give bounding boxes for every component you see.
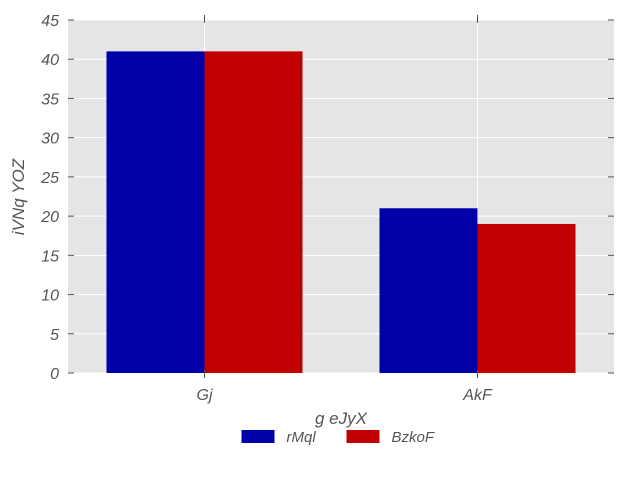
y-tick-label: 15: [41, 248, 59, 265]
x-tick-labels: Gj AkF: [197, 387, 493, 404]
axis-ticks: [68, 15, 614, 378]
y-axis-title: iVNq YOZ: [9, 158, 28, 235]
legend-swatch: [241, 430, 275, 443]
y-tick-label: 0: [50, 366, 59, 383]
legend-swatch: [346, 430, 380, 443]
bar: [204, 51, 303, 373]
y-tick-label: 30: [41, 131, 59, 148]
x-axis-title: g eJyX: [315, 409, 368, 428]
bar: [106, 51, 205, 373]
bars: [106, 51, 576, 373]
legend-label: rMql: [287, 429, 317, 446]
legend: rMql BzkoF: [241, 429, 435, 446]
y-tick-label: 40: [41, 52, 59, 69]
y-tick-label: 10: [41, 288, 59, 305]
y-tick-label: 25: [40, 170, 59, 187]
y-tick-labels: 0 5 10 15 20 25 30 35 40 45: [40, 13, 59, 383]
y-tick-label: 35: [41, 91, 59, 108]
y-tick-label: 5: [50, 327, 59, 344]
x-tick-label: AkF: [462, 387, 493, 404]
legend-label: BzkoF: [392, 429, 435, 446]
x-tick-label: Gj: [197, 387, 213, 404]
bar: [379, 208, 478, 373]
y-tick-label: 20: [40, 209, 59, 226]
bar: [477, 223, 576, 373]
y-tick-label: 45: [41, 13, 59, 30]
